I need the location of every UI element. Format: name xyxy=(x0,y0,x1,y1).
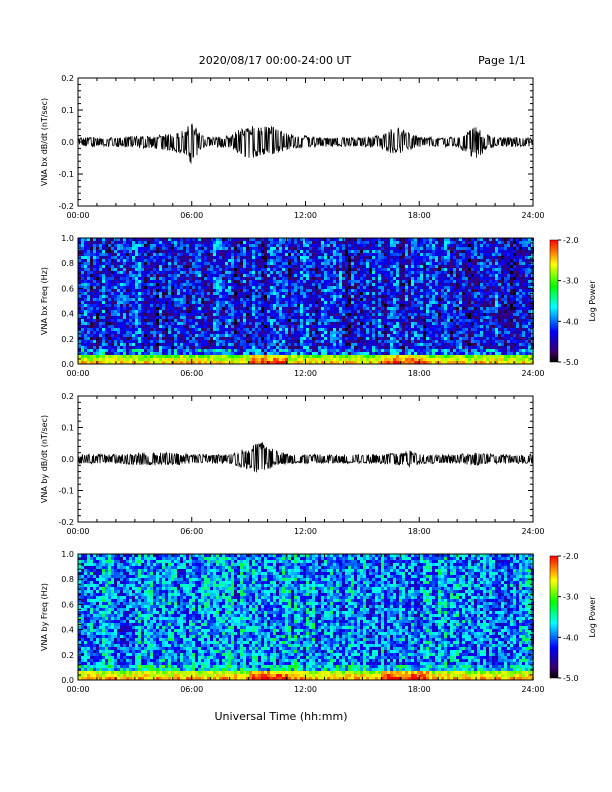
y-tick-label: 0.0 xyxy=(61,138,74,147)
x-tick-label: 18:00 xyxy=(408,211,431,220)
y-tick-label: 0.1 xyxy=(61,106,74,115)
y-tick-label: 0.2 xyxy=(61,335,74,344)
panel-bx-waveform: 0.2 0.1 0.0 -0.1 -0.200:00 06:00 12:00 18:00 24:… xyxy=(40,74,545,220)
x-tick-label: 12:00 xyxy=(294,685,317,694)
waveform-trace xyxy=(77,123,534,164)
spectrogram-pixels xyxy=(78,238,534,364)
panel-bx-spectrogram: -2.0 -3.0 -4.0 -5.0 Log Power 1.0 0.8 0.6 0.4 0.2… xyxy=(40,234,597,378)
x-tick-label: 00:00 xyxy=(66,527,89,536)
x-tick-label: 06:00 xyxy=(180,211,203,220)
y-axis-label: VNA by Freq (Hz) xyxy=(40,583,49,651)
x-tick-label: 24:00 xyxy=(521,369,544,378)
y-tick-label: 0.2 xyxy=(61,651,74,660)
y-tick-label: 1.0 xyxy=(61,550,74,559)
y-tick-label: 0.8 xyxy=(61,575,74,584)
y-tick-label: 0.1 xyxy=(61,424,74,433)
y-tick-label: 0.6 xyxy=(61,600,74,609)
y-axis-label: VNA by dB/dt (nT/sec) xyxy=(40,415,49,503)
colorbar-tick-label: -3.0 xyxy=(563,277,579,286)
spectrogram-pixels xyxy=(78,554,534,680)
waveform-trace xyxy=(77,442,534,473)
y-axis-label: VNA bx Freq (Hz) xyxy=(40,267,49,335)
y-axis-label: VNA bx dB/dt (nT/sec) xyxy=(40,98,49,186)
x-tick-label: 24:00 xyxy=(521,211,544,220)
y-tick-label: -0.2 xyxy=(58,518,74,527)
colorbar-tick-label: -3.0 xyxy=(563,593,579,602)
x-tick-label: 18:00 xyxy=(408,369,431,378)
panel-by-waveform: 0.2 0.1 0.0 -0.1 -0.200:00 06:00 12:00 18:00 24:… xyxy=(40,392,545,536)
y-tick-label: 0.8 xyxy=(61,259,74,268)
y-tick-label: -0.1 xyxy=(58,170,74,179)
y-tick-label: 0.2 xyxy=(61,74,74,83)
y-tick-label: -0.1 xyxy=(58,487,74,496)
y-tick-label: 1.0 xyxy=(61,234,74,243)
panel-by-spectrogram: -2.0 -3.0 -4.0 -5.0 Log Power 1.0 0.8 0.6 0.4 0.2… xyxy=(40,550,597,694)
colorbar-label: Log Power xyxy=(588,280,597,322)
x-tick-label: 12:00 xyxy=(294,369,317,378)
colorbar-label: Log Power xyxy=(588,596,597,638)
x-tick-label: 12:00 xyxy=(294,527,317,536)
y-tick-label: 0.2 xyxy=(61,392,74,401)
colorbar-tick-label: -2.0 xyxy=(563,236,579,245)
colorbar-tick-label: -5.0 xyxy=(563,358,579,367)
panels: 0.20.10.0-0.1-0.200:00 06:00 12:00 18:00 24:… xyxy=(40,74,597,694)
x-tick-label: 24:00 xyxy=(521,685,544,694)
x-axis-title: Universal Time (hh:mm) xyxy=(215,710,348,723)
x-tick-label: 06:00 xyxy=(180,527,203,536)
y-tick-label: 0.0 xyxy=(61,676,74,685)
y-tick-label: 0.0 xyxy=(61,455,74,464)
x-tick-label: 00:00 xyxy=(66,211,89,220)
x-tick-label: 00:00 xyxy=(66,369,89,378)
page-number: Page 1/1 xyxy=(478,54,526,67)
y-tick-label: 0.0 xyxy=(61,360,74,369)
colorbar xyxy=(549,555,559,679)
x-tick-label: 06:00 xyxy=(180,369,203,378)
colorbar-tick-label: -5.0 xyxy=(563,674,579,683)
colorbar-tick-label: -2.0 xyxy=(563,552,579,561)
colorbar-tick-label: -4.0 xyxy=(563,633,579,642)
x-tick-label: 24:00 xyxy=(521,527,544,536)
x-tick-label: 06:00 xyxy=(180,685,203,694)
x-tick-label: 00:00 xyxy=(66,685,89,694)
y-tick-label: 0.4 xyxy=(61,310,74,319)
y-tick-label: -0.2 xyxy=(58,202,74,211)
x-tick-label: 12:00 xyxy=(294,211,317,220)
colorbar-tick-label: -4.0 xyxy=(563,317,579,326)
colorbar xyxy=(549,239,559,363)
x-tick-label: 18:00 xyxy=(408,685,431,694)
y-tick-label: 0.4 xyxy=(61,626,74,635)
plot-title: 2020/08/17 00:00-24:00 UT xyxy=(199,54,352,67)
y-tick-label: 0.6 xyxy=(61,284,74,293)
x-tick-label: 18:00 xyxy=(408,527,431,536)
